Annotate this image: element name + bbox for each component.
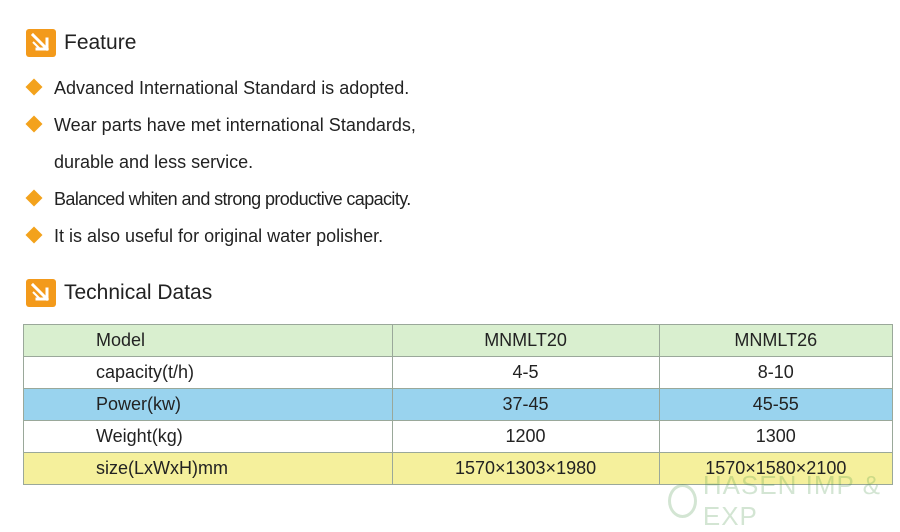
row-label: Model — [23, 324, 393, 357]
cell-mnmlt26: 1570×1580×2100 — [658, 452, 894, 485]
table-row: Model MNMLT20 MNMLT26 — [23, 324, 894, 357]
row-label: size(LxWxH)mm — [23, 452, 393, 485]
feature-item: It is also useful for original water pol… — [24, 218, 484, 255]
cell-mnmlt26: MNMLT26 — [658, 324, 894, 357]
row-label: Power(kw) — [23, 388, 393, 421]
table-row: Power(kw) 37-45 45-55 — [23, 388, 894, 421]
row-label: capacity(t/h) — [23, 356, 393, 389]
technical-title: Technical Datas — [64, 281, 213, 304]
technical-header: Technical Datas — [26, 279, 212, 307]
table-row: capacity(t/h) 4-5 8-10 — [23, 356, 894, 389]
feature-text-continued: durable and less service. — [54, 152, 254, 172]
feature-item: Balanced whiten and strong productive ca… — [24, 181, 484, 218]
cell-mnmlt20: 37-45 — [391, 388, 660, 421]
table-row: size(LxWxH)mm 1570×1303×1980 1570×1580×2… — [23, 452, 894, 485]
feature-title: Feature — [64, 31, 137, 54]
feature-text: Advanced International Standard is adopt… — [54, 78, 410, 98]
cell-mnmlt20: 4-5 — [391, 356, 660, 389]
down-right-arrow-icon — [26, 279, 56, 307]
feature-list: Advanced International Standard is adopt… — [24, 70, 484, 255]
watermark-logo-icon — [668, 484, 697, 518]
table-row: Weight(kg) 1200 1300 — [23, 420, 894, 453]
feature-item: Advanced International Standard is adopt… — [24, 70, 484, 107]
cell-mnmlt26: 8-10 — [658, 356, 894, 389]
diamond-bullet-icon — [25, 78, 43, 96]
cell-mnmlt20: 1570×1303×1980 — [391, 452, 660, 485]
diamond-bullet-icon — [25, 115, 43, 133]
spec-table: Model MNMLT20 MNMLT26 capacity(t/h) 4-5 … — [23, 324, 894, 485]
cell-mnmlt26: 1300 — [658, 420, 894, 453]
cell-mnmlt20: MNMLT20 — [391, 324, 660, 357]
feature-header: Feature — [26, 29, 136, 57]
down-right-arrow-icon — [26, 29, 56, 57]
feature-text: Balanced whiten and strong productive ca… — [54, 189, 411, 209]
feature-item: Wear parts have met international Standa… — [24, 107, 484, 181]
cell-mnmlt26: 45-55 — [658, 388, 894, 421]
row-label: Weight(kg) — [23, 420, 393, 453]
diamond-bullet-icon — [25, 189, 43, 207]
cell-mnmlt20: 1200 — [391, 420, 660, 453]
feature-text: Wear parts have met international Standa… — [54, 115, 416, 135]
feature-text: It is also useful for original water pol… — [54, 226, 384, 246]
diamond-bullet-icon — [25, 226, 43, 244]
